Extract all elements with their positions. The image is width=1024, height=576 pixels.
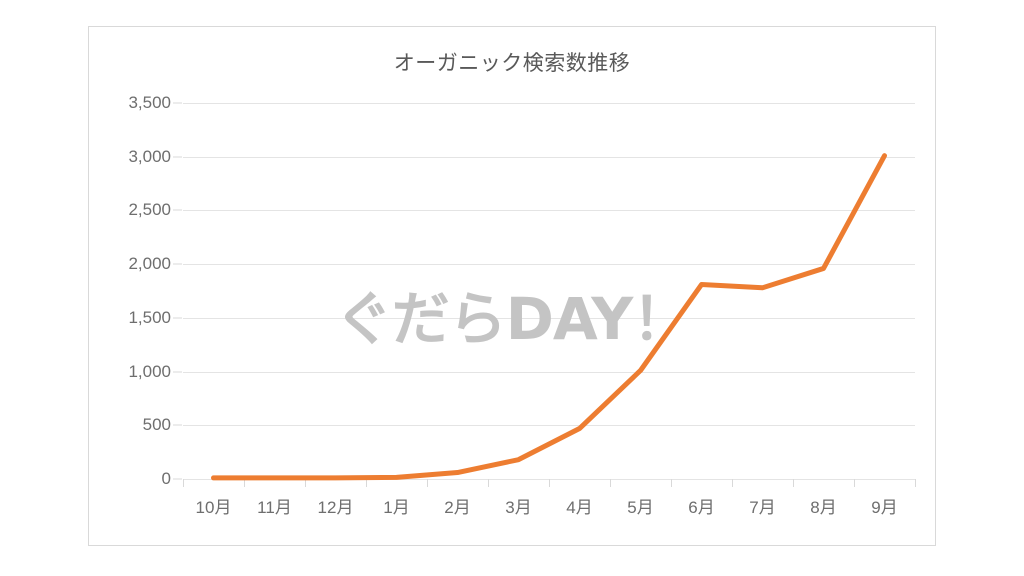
y-axis-tick-mark (173, 478, 182, 480)
gridline (183, 425, 915, 427)
y-axis-tick-label: 0 (161, 469, 171, 488)
gridline (183, 317, 915, 319)
x-axis-tick-mark (305, 479, 306, 487)
gridline (183, 210, 915, 212)
x-axis-tick-label: 11月 (257, 498, 292, 517)
x-axis-tick-label: 7月 (749, 498, 776, 517)
y-axis-tick-mark (173, 209, 182, 211)
y-axis-tick-mark (173, 317, 182, 319)
x-axis-tick-label: 10月 (195, 498, 232, 517)
x-axis-tick-label: 2月 (444, 498, 471, 517)
y-axis-tick-label: 3,500 (128, 93, 171, 112)
gridline (183, 156, 915, 158)
gridline (183, 371, 915, 373)
x-axis-tick-label: 3月 (505, 498, 532, 517)
x-axis-tick-mark (915, 479, 916, 487)
x-axis-tick-label: 1月 (383, 498, 410, 517)
y-axis-tick-mark (173, 371, 182, 373)
x-axis-tick-mark (244, 479, 245, 487)
x-axis-tick-mark (366, 479, 367, 487)
y-axis-tick-mark (173, 156, 182, 158)
y-axis-tick-label: 500 (142, 415, 171, 435)
y-axis-tick-label: 1,000 (128, 361, 171, 381)
y-axis-tick-mark (173, 263, 182, 265)
x-axis-tick-mark (854, 479, 855, 487)
line-series-group (211, 153, 887, 481)
y-axis-tick-label: 2,000 (128, 254, 171, 274)
x-axis-tick-label: 8月 (810, 498, 837, 517)
gridline (183, 103, 915, 104)
x-axis-tick-label: 5月 (627, 498, 654, 517)
y-axis-tick-label: 2,500 (128, 200, 171, 220)
x-axis-tick-mark (427, 479, 428, 487)
data-line-1 (211, 153, 887, 481)
x-axis-tick-mark (793, 479, 794, 487)
chart-title: オーガニック検索数推移 (393, 52, 631, 75)
y-axis-tick-label: 3,000 (128, 146, 171, 166)
x-axis-tick-mark (549, 479, 550, 487)
x-axis-tick-label: 9月 (871, 498, 898, 517)
y-axis-tick-mark (173, 424, 182, 426)
x-axis-tick-mark (610, 479, 611, 487)
x-axis-tick-mark (671, 479, 672, 487)
y-axis-tick-label: 1,500 (128, 307, 171, 327)
x-axis-tick-label: 12月 (317, 498, 354, 517)
y-axis-tick-mark (173, 102, 182, 104)
x-axis-tick-mark (732, 479, 733, 487)
x-axis-tick-label: 4月 (566, 498, 593, 517)
x-axis-tick-label: 6月 (688, 498, 715, 517)
x-axis-tick-mark (488, 479, 489, 487)
gridline (183, 264, 915, 266)
x-axis-tick-mark (183, 479, 184, 487)
plot-area: 0 500 1,000 1,500 2,000 2,500 3,000 3,500 10月 11… (128, 93, 916, 517)
chart-container[interactable]: オーガニック検索数推移 0 500 1,000 1,500 2,000 2,500 3,00… (88, 26, 936, 546)
